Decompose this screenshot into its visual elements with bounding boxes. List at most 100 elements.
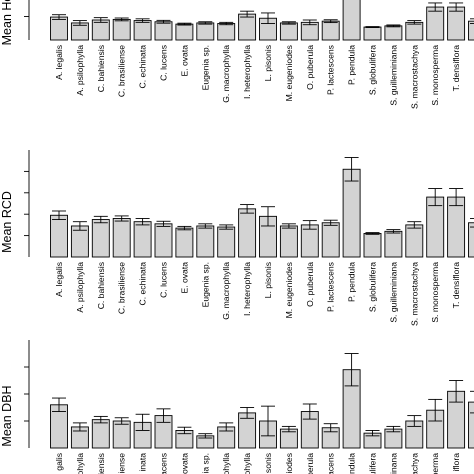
x-tick-label-1-17: S. macrostachya	[409, 262, 419, 326]
x-tick-label-2-17: tachya	[409, 453, 419, 474]
bar-0-16	[384, 25, 403, 41]
bar-1-16	[384, 230, 403, 258]
bar-0-17	[405, 21, 424, 41]
bar-1-17	[405, 224, 424, 258]
bar-2-20	[468, 401, 474, 449]
bar-1-4	[133, 221, 152, 258]
x-tick-label-1-0: A. legalis	[54, 262, 64, 297]
x-tick-label-1-16: S. guilleminiana	[388, 262, 398, 323]
bar-0-19	[447, 6, 466, 41]
x-tick-label-0-12: O. puberula	[305, 45, 315, 90]
x-tick-label-0-14: P. pendula	[347, 45, 357, 85]
x-tick-label-1-4: C. echinata	[138, 262, 148, 306]
bar-1-15	[363, 233, 382, 258]
x-tick-label-0-16: S. guilleminiana	[388, 45, 398, 106]
x-tick-label-2-1: ohylla	[75, 453, 85, 474]
bar-0-2	[91, 19, 110, 41]
x-tick-label-1-8: G. macrophylla	[221, 262, 231, 320]
x-tick-label-2-10: sonis	[263, 453, 273, 473]
bar-1-20	[468, 222, 474, 258]
bar-1-2	[91, 219, 110, 258]
bar-1-7	[196, 225, 215, 258]
bar-1-11	[279, 225, 298, 258]
x-tick-label-1-10: L. pisonis	[263, 262, 273, 298]
bar-0-11	[279, 22, 298, 41]
x-tick-label-1-9: I. heterophylla	[242, 262, 252, 316]
x-tick-label-0-3: C. brasiliense	[117, 45, 127, 97]
bar-1-3	[112, 218, 131, 258]
y-axis-label-1: Mean RCD	[0, 191, 14, 253]
x-tick-label-1-1: A. psilophylla	[75, 262, 85, 313]
x-tick-label-1-12: O. puberula	[305, 262, 315, 307]
bar-1-12	[300, 224, 319, 258]
x-tick-label-0-18: S. monosperma	[430, 45, 440, 106]
x-tick-label-2-0: galis	[54, 453, 64, 471]
x-tick-label-2-4: inata	[138, 453, 148, 472]
x-tick-label-2-2: iensis	[96, 453, 106, 474]
bar-1-8	[217, 226, 236, 258]
x-tick-label-2-8: ohylla	[221, 453, 231, 474]
x-tick-label-2-3: iense	[117, 453, 127, 474]
bar-0-4	[133, 20, 152, 41]
bar-1-6	[175, 227, 194, 258]
x-tick-label-1-15: S. globulifera	[368, 262, 378, 312]
bar-0-18	[426, 6, 445, 41]
x-tick-label-2-19: iflora	[451, 453, 461, 472]
x-tick-label-0-0: A. legalis	[54, 45, 64, 80]
x-tick-label-0-1: A. psilophylla	[75, 45, 85, 96]
bar-1-5	[154, 223, 173, 258]
bar-0-13	[321, 20, 340, 41]
x-tick-label-2-16: inana	[388, 453, 398, 474]
x-tick-label-0-15: S. globulifera	[368, 45, 378, 95]
x-tick-label-2-5: acens	[159, 453, 169, 474]
x-tick-label-2-12: berula	[305, 453, 315, 474]
x-tick-label-0-17: S. macrostachya	[409, 45, 419, 109]
x-tick-label-2-18: perma	[430, 453, 440, 474]
x-tick-label-2-14: endula	[347, 453, 357, 474]
bar-1-13	[321, 222, 340, 258]
bar-1-0	[50, 214, 68, 258]
x-tick-label-1-5: C. lucens	[159, 262, 169, 298]
x-tick-label-0-20: V. officinalis	[472, 45, 474, 90]
x-tick-label-1-7: Eugenia sp.	[200, 262, 210, 307]
x-tick-label-2-20: inalis	[472, 453, 474, 473]
x-tick-label-1-19: T. densiflora	[451, 262, 461, 309]
x-tick-label-0-10: L. pisonis	[263, 45, 273, 81]
x-tick-label-0-8: G. macrophylla	[221, 45, 231, 103]
bar-0-6	[175, 23, 194, 41]
bar-0-15	[363, 26, 382, 41]
x-tick-label-2-9: ohylla	[242, 453, 252, 474]
x-tick-label-1-11: M. eugeniodes	[284, 262, 294, 318]
y-axis-label-2: Mean DBH	[0, 385, 14, 446]
x-tick-label-1-18: S. monosperma	[430, 262, 440, 323]
x-tick-label-2-11: iodes	[284, 453, 294, 474]
bar-0-20	[468, 20, 474, 41]
bar-1-9	[238, 208, 257, 258]
bar-2-2	[91, 419, 110, 449]
bar-0-9	[238, 13, 257, 41]
bar-2-3	[112, 420, 131, 449]
x-tick-label-2-7: ia sp.	[200, 453, 210, 474]
x-tick-label-0-11: M. eugeniodes	[284, 45, 294, 101]
x-tick-label-2-15: ulifera	[368, 453, 378, 474]
bar-0-7	[196, 22, 215, 41]
bar-1-14	[342, 168, 361, 258]
x-tick-label-0-13: P. lactescens	[326, 45, 336, 95]
x-tick-label-1-13: P. lactescens	[326, 262, 336, 312]
x-tick-label-0-19: T. densiflora	[451, 45, 461, 92]
x-tick-label-0-7: Eugenia sp.	[200, 45, 210, 90]
x-tick-label-1-6: E. ovata	[179, 262, 189, 294]
x-tick-label-1-2: C. bahiensis	[96, 262, 106, 309]
x-tick-label-2-13: acens	[326, 453, 336, 474]
x-tick-label-1-20: V. officinalis	[472, 262, 474, 307]
x-tick-label-1-3: C. brasiliense	[117, 262, 127, 314]
x-tick-label-0-2: C. bahiensis	[96, 45, 106, 92]
bar-0-0	[50, 16, 68, 41]
x-tick-label-0-6: E. ovata	[179, 45, 189, 77]
bar-0-5	[154, 21, 173, 41]
y-axis-label-0: Mean He	[0, 0, 14, 45]
bar-0-3	[112, 18, 131, 41]
x-tick-label-0-5: C. lucens	[159, 45, 169, 81]
x-tick-label-0-9: I. heterophylla	[242, 45, 252, 99]
